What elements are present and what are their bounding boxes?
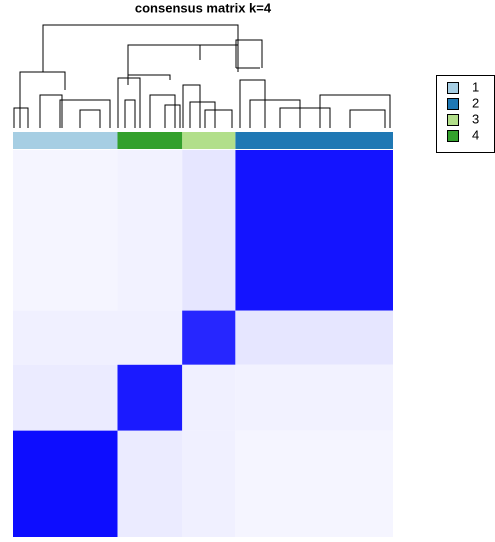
legend-swatch	[447, 82, 459, 94]
annotation-segment	[13, 132, 118, 149]
heatmap-cell	[182, 364, 236, 431]
heatmap-cell	[182, 310, 236, 365]
heatmap-cell	[117, 150, 183, 311]
legend-swatch	[447, 114, 459, 126]
heatmap-cell	[117, 430, 183, 537]
annotation-segment	[235, 132, 393, 149]
heatmap-cell	[117, 364, 183, 431]
legend-label: 4	[472, 127, 479, 142]
legend-label: 1	[472, 79, 479, 94]
legend-swatch	[447, 98, 459, 110]
legend-box	[436, 75, 495, 153]
heatmap-cell	[13, 364, 118, 431]
legend-swatch	[447, 130, 459, 142]
legend-label: 2	[472, 95, 479, 110]
heatmap-cell	[117, 310, 183, 365]
heatmap-cell	[235, 364, 393, 431]
heatmap-cell	[235, 310, 393, 365]
heatmap-cell	[13, 310, 118, 365]
annotation-segment	[182, 132, 236, 149]
heatmap-cell	[235, 430, 393, 537]
heatmap-cell	[13, 430, 118, 537]
heatmap-cell	[235, 150, 393, 311]
annotation-segment	[117, 132, 183, 149]
dendrogram	[13, 24, 391, 128]
chart-title: consensus matrix k=4	[135, 0, 272, 15]
legend-label: 3	[472, 111, 479, 126]
heatmap-cell	[182, 150, 236, 311]
heatmap-cell	[182, 430, 236, 537]
heatmap-cell	[13, 150, 118, 311]
